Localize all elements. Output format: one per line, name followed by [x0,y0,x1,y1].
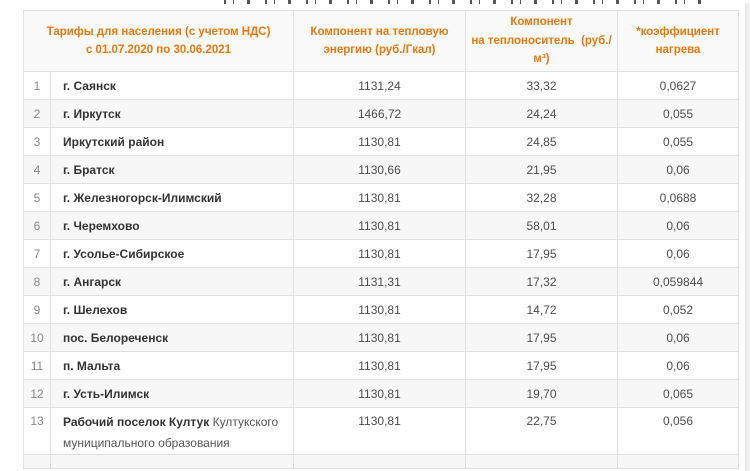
coolant-value: 58,01 [465,211,619,240]
heat-energy-value: 1130,81 [293,379,467,408]
city-name: г. Железногорск-Илимский [49,183,295,212]
coolant-value: 24,24 [465,99,619,128]
heat-energy-value: 1131,24 [293,71,467,100]
coolant-value: 33,32 [465,71,619,100]
table-row: 11 п. Мальта 1130,81 17,95 0,06 [23,351,740,380]
row-number: 6 [23,211,51,240]
coolant-value: 22,75 [465,407,619,455]
heat-energy-value: 1130,66 [293,155,467,184]
city-name: г. Саянск [49,71,295,100]
heat-energy-value: 1466,72 [293,99,467,128]
coefficient-value: 0,06 [617,155,740,184]
heat-energy-value: 1130,81 [293,407,467,455]
city-name: п. Мальта [49,351,295,380]
coefficient-value: 0,06 [617,211,740,240]
scrollbar-track[interactable] [745,3,750,471]
heat-energy-value: 1130,81 [293,183,467,212]
coefficient-value: 0,059844 [617,267,740,296]
coolant-value: 32,28 [465,183,619,212]
coefficient-value: 0,056 [617,407,740,455]
city-name: г. Усолье-Сибирское [49,239,295,268]
coefficient-value: 0,0688 [617,183,740,212]
row-number: 9 [23,295,51,324]
coolant-value: 17,95 [465,351,619,380]
heat-energy-value: 1130,81 [293,211,467,240]
table-row: 6 г. Черемхово 1130,81 58,01 0,06 [23,211,740,240]
heat-energy-value: 1130,81 [293,239,467,268]
table-row: 4 г. Братск 1130,66 21,95 0,06 [23,155,740,184]
header-tariff-group: Тарифы для населения (с учетом НДС) с 01… [22,10,295,72]
city-name: Рабочий поселок Култук Култукского муниц… [49,407,295,455]
tariff-table-container: Тарифы для населения (с учетом НДС) с 01… [22,10,740,469]
table-row-partial [23,454,740,469]
city-name: г. Иркутск [49,99,295,128]
table-row: 8 г. Ангарск 1131,31 17,32 0,059844 [23,267,740,296]
row-number: 8 [23,267,51,296]
row-number: 4 [23,155,51,184]
row-number: 2 [23,99,51,128]
table-row: 5 г. Железногорск-Илимский 1130,81 32,28… [23,183,740,212]
header-coolant: Компонент на теплоноситель (руб./ м³) [465,10,619,72]
row-number: 7 [23,239,51,268]
heat-energy-value: 1130,81 [293,127,467,156]
row-number: 1 [23,71,51,100]
table-row: 3 Иркутский район 1130,81 24,85 0,055 [23,127,740,156]
heat-energy-value: 1130,81 [293,323,467,352]
coolant-value: 17,32 [465,267,619,296]
row-number: 12 [23,379,51,408]
heat-energy-value: 1130,81 [293,295,467,324]
city-name: г. Усть-Илимск [49,379,295,408]
table-row: 12 г. Усть-Илимск 1130,81 19,70 0,065 [23,379,740,408]
coefficient-value: 0,06 [617,323,740,352]
city-name: г. Ангарск [49,267,295,296]
city-name: г. Черемхово [49,211,295,240]
coefficient-value: 0,06 [617,351,740,380]
coolant-value: 19,70 [465,379,619,408]
row-number: 3 [23,127,51,156]
row-number: 10 [23,323,51,352]
city-name: пос. Белореченск [49,323,295,352]
coefficient-value: 0,065 [617,379,740,408]
coefficient-value: 0,055 [617,99,740,128]
coolant-value: 21,95 [465,155,619,184]
table-row: 7 г. Усолье-Сибирское 1130,81 17,95 0,06 [23,239,740,268]
heat-energy-value: 1131,31 [293,267,467,296]
city-name: г. Братск [49,155,295,184]
table-row: 1 г. Саянск 1131,24 33,32 0,0627 [23,71,740,100]
clipped-heading-fragment [224,0,710,4]
coefficient-value: 0,052 [617,295,740,324]
table-row: 2 г. Иркутск 1466,72 24,24 0,055 [23,99,740,128]
table-header: Тарифы для населения (с учетом НДС) с 01… [22,10,740,72]
row-number: 13 [23,407,51,455]
table-row: 13 Рабочий поселок Култук Култукского му… [23,407,740,455]
table-row: 10 пос. Белореченск 1130,81 17,95 0,06 [23,323,740,352]
table-row: 9 г. Шелехов 1130,81 14,72 0,052 [23,295,740,324]
coefficient-value: 0,055 [617,127,740,156]
row-number: 11 [23,351,51,380]
heat-energy-value: 1130,81 [293,351,467,380]
coolant-value: 24,85 [465,127,619,156]
tariff-table: Тарифы для населения (с учетом НДС) с 01… [22,10,740,469]
coolant-value: 17,95 [465,323,619,352]
header-heat-energy: Компонент на тепловую энергию (руб./Гкал… [293,10,467,72]
coolant-value: 14,72 [465,295,619,324]
city-name: Иркутский район [49,127,295,156]
coefficient-value: 0,0627 [617,71,740,100]
header-coefficient: *коэффициент нагрева [617,10,740,72]
coefficient-value: 0,06 [617,239,740,268]
row-number: 5 [23,183,51,212]
coolant-value: 17,95 [465,239,619,268]
city-name: г. Шелехов [49,295,295,324]
